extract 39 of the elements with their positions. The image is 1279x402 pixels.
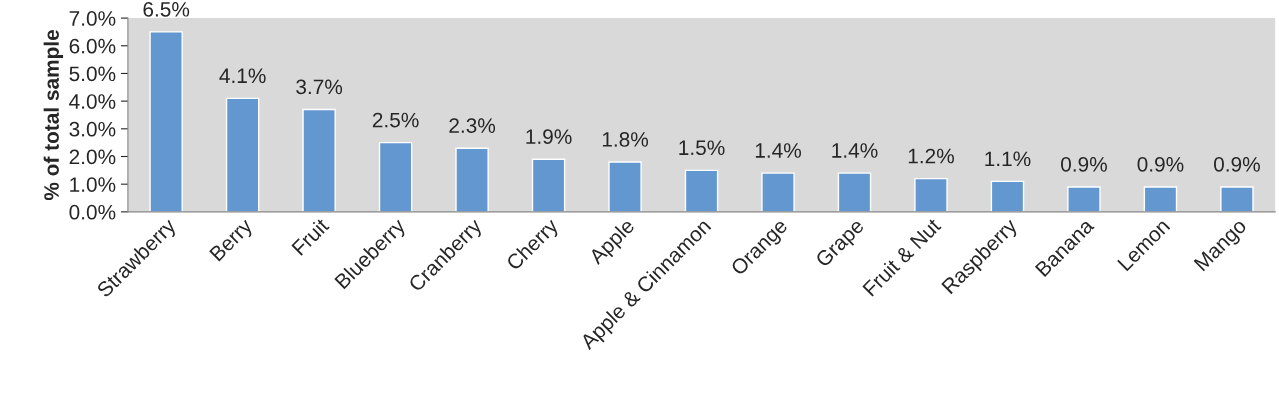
y-tick-label: 2.0% <box>69 149 116 165</box>
data-label: 2.3% <box>449 118 496 133</box>
y-tick-label: 3.0% <box>69 121 116 137</box>
bar <box>608 161 642 212</box>
data-label: 4.1% <box>219 68 266 84</box>
bar <box>378 141 413 212</box>
bar <box>531 158 566 212</box>
data-label: 0.9% <box>1137 156 1184 172</box>
y-tick-label: 7.0% <box>69 11 116 26</box>
data-label: 1.5% <box>679 140 725 156</box>
data-label: 0.9% <box>1061 156 1107 172</box>
y-tick-label: 1.0% <box>70 177 116 192</box>
bar <box>761 172 795 212</box>
y-tick-label: 5.0% <box>69 66 116 82</box>
data-label: 3.7% <box>296 79 343 95</box>
data-label: 1.4% <box>755 143 802 158</box>
data-label: 1.2% <box>908 148 954 164</box>
data-label: 1.9% <box>526 129 572 145</box>
data-label: 0.9% <box>1213 156 1260 172</box>
bar <box>149 31 183 212</box>
y-tick-label: 4.0% <box>69 94 116 109</box>
y-axis-title: % of total sample <box>43 30 64 201</box>
data-label: 2.5% <box>372 112 419 128</box>
bar <box>225 97 260 212</box>
bar <box>1220 186 1254 212</box>
bar <box>990 180 1025 212</box>
bar <box>302 108 336 212</box>
bar <box>684 169 719 212</box>
data-label: 1.8% <box>602 132 649 147</box>
y-tick-label: 6.0% <box>69 38 116 54</box>
bar <box>837 172 872 212</box>
data-label: 1.1% <box>985 151 1031 167</box>
data-label: 1.4% <box>832 143 878 158</box>
bar <box>1143 186 1178 212</box>
y-tick-label: 0.0% <box>69 204 116 220</box>
data-label: 6.5% <box>143 1 190 17</box>
bar <box>455 147 489 212</box>
bar <box>914 177 948 212</box>
bar <box>1067 186 1101 212</box>
